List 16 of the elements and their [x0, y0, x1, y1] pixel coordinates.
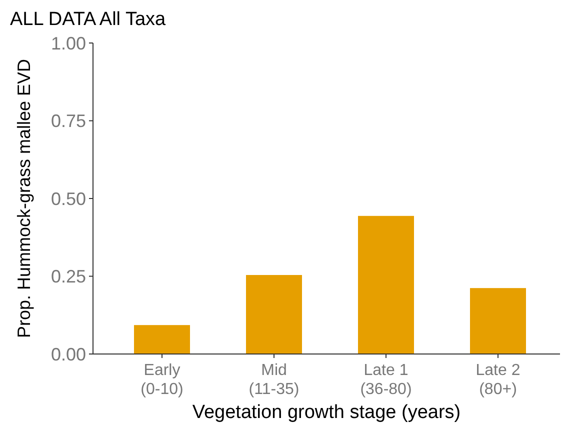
- y-tick-label: 0.00: [50, 344, 86, 364]
- y-tick-label: 0.75: [50, 111, 86, 132]
- bar: [134, 325, 190, 354]
- bar: [246, 275, 302, 354]
- x-tick-label: Mid (11-35): [248, 362, 300, 398]
- y-tick-label: 0.50: [50, 188, 86, 209]
- y-tick-label: 1.00: [50, 33, 86, 54]
- bar: [470, 288, 526, 354]
- bar: [358, 216, 414, 354]
- chart-title: ALL DATA All Taxa: [10, 9, 166, 30]
- x-axis-title: Vegetation growth stage (years): [192, 402, 461, 423]
- x-tick-label: Late 1 (36-80): [360, 362, 412, 398]
- x-tick-label: Late 2 (80+): [476, 362, 520, 398]
- y-tick-label: 0.25: [50, 266, 86, 287]
- y-axis-title: Prop. Hummock-grass mallee EVD: [14, 58, 34, 338]
- x-tick-label: Early (0-10): [140, 362, 184, 398]
